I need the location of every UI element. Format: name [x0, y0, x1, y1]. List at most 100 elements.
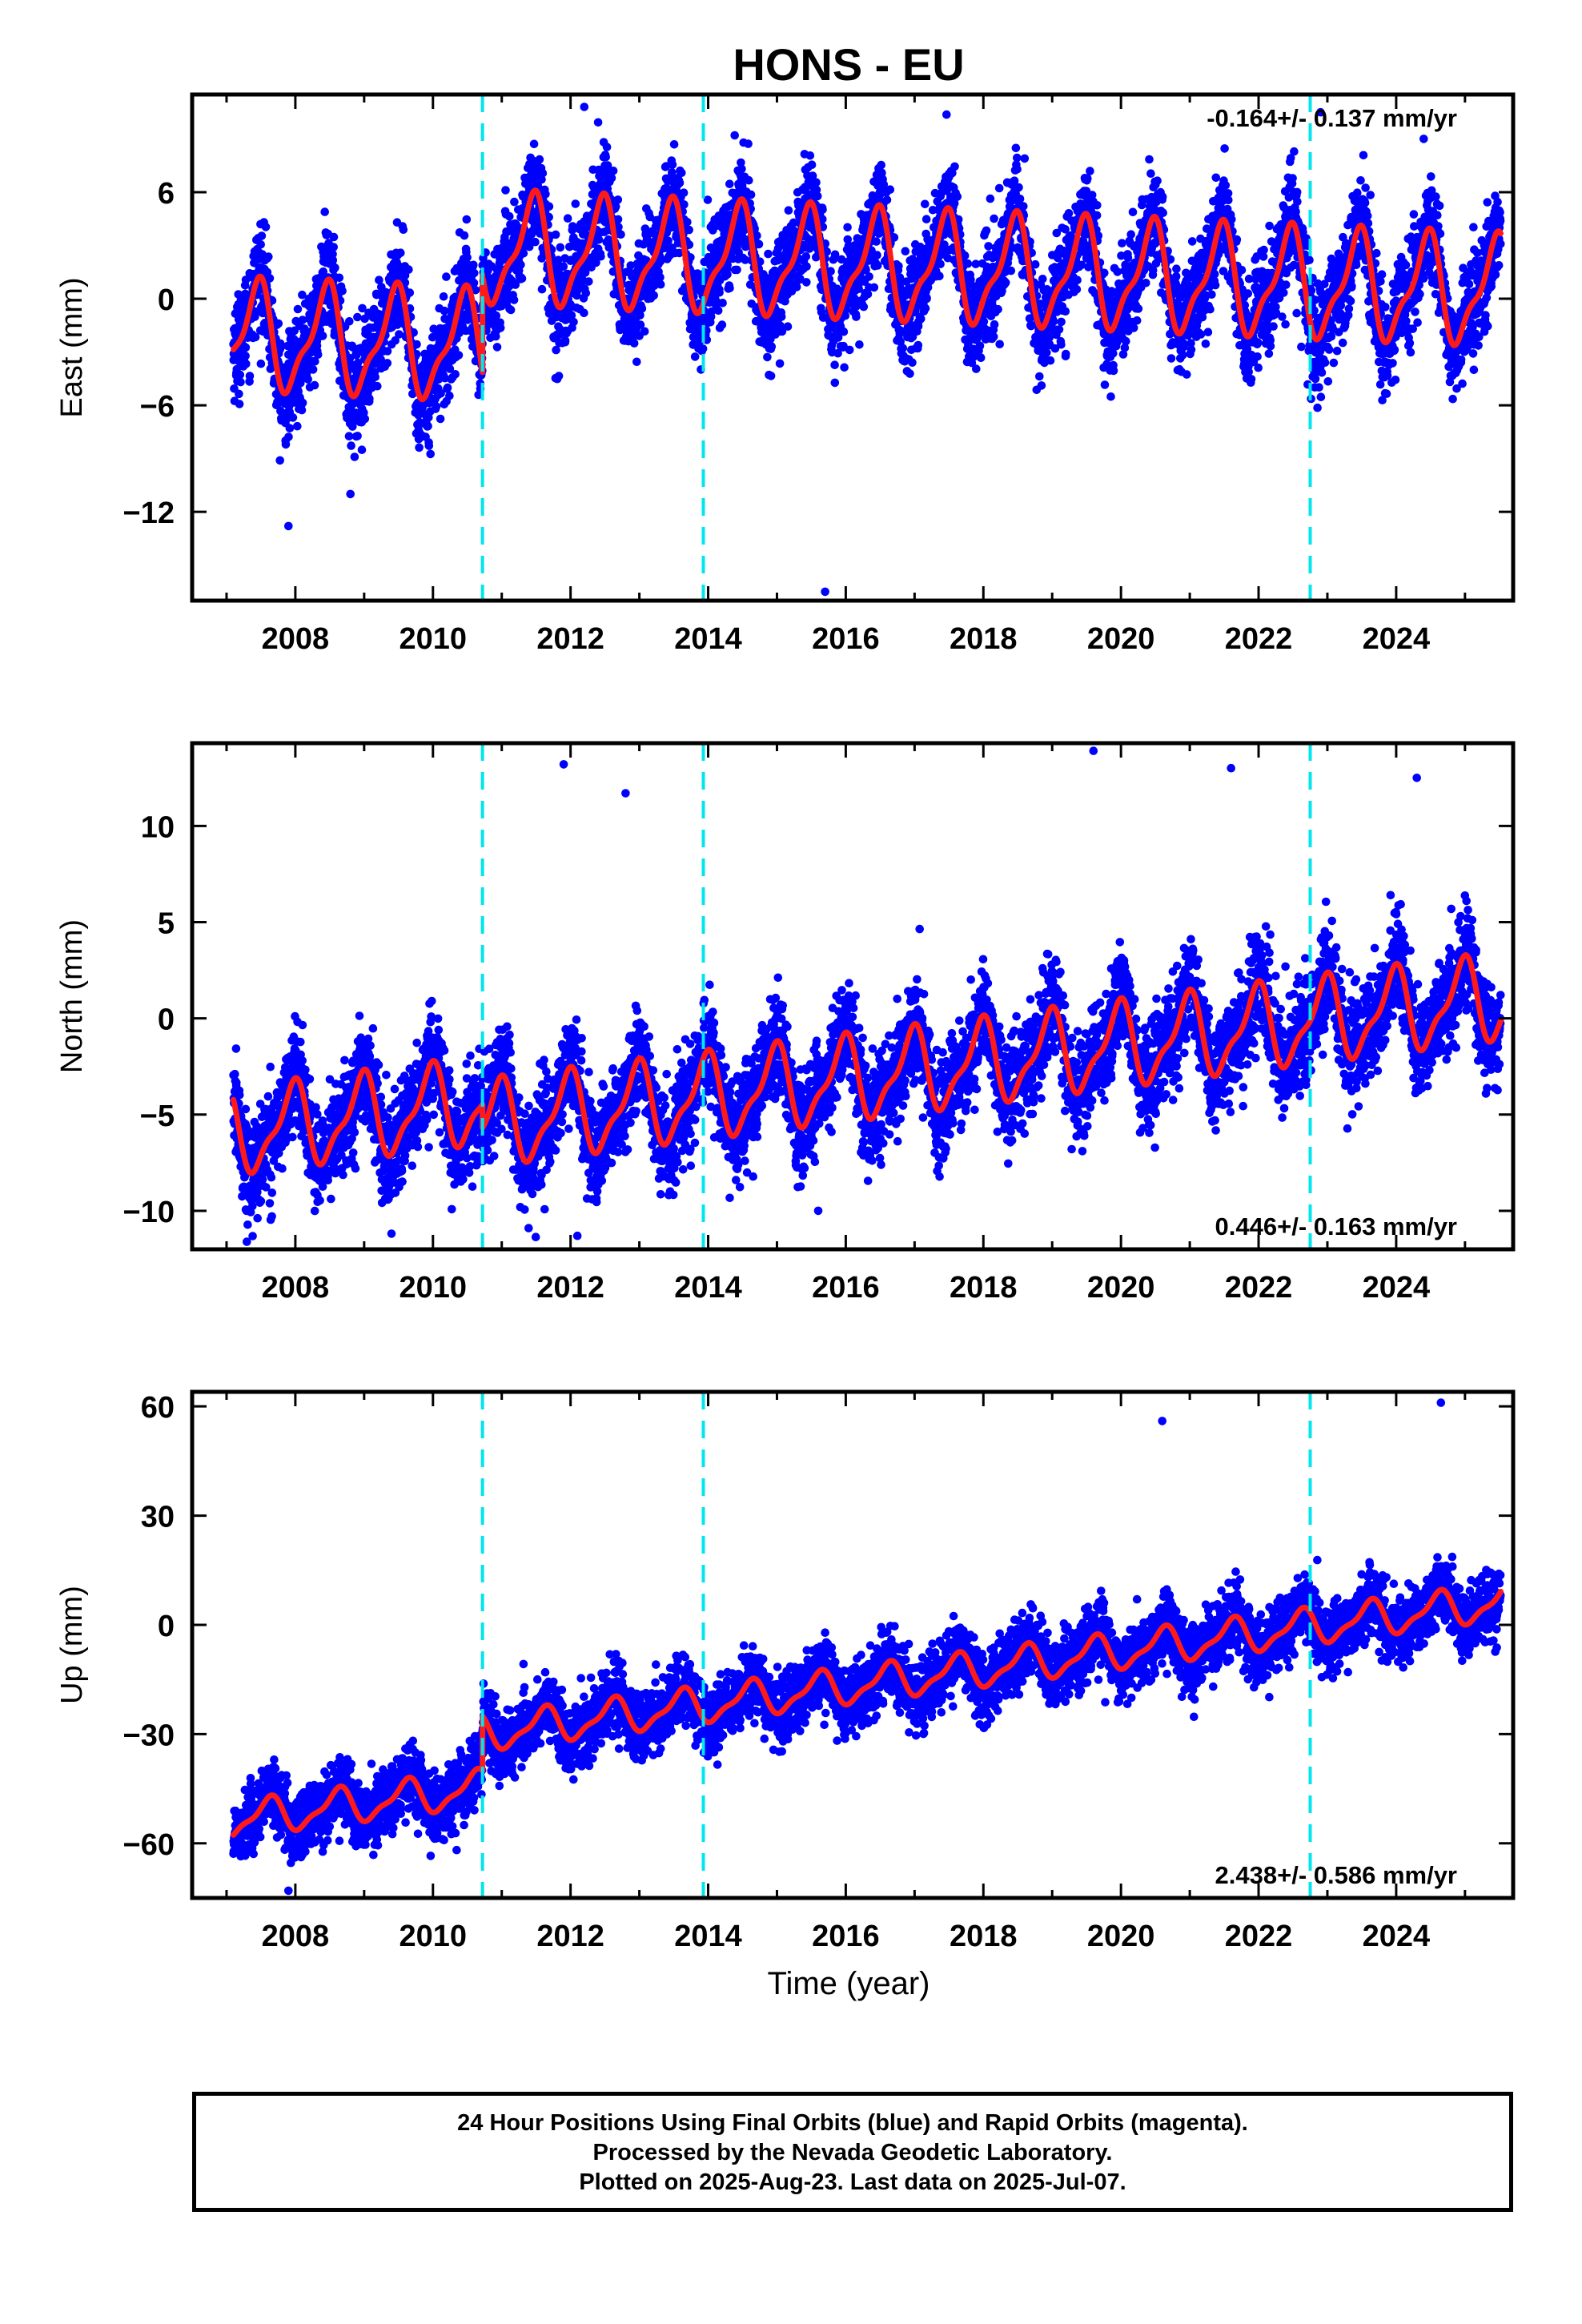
data-point	[802, 278, 811, 287]
data-point	[331, 263, 339, 272]
data-point	[855, 340, 864, 349]
data-point	[335, 273, 344, 283]
data-points	[229, 103, 1505, 597]
data-point	[1015, 195, 1025, 203]
data-point	[677, 168, 686, 178]
data-point	[412, 340, 421, 349]
data-point	[554, 372, 564, 380]
data-point	[1035, 372, 1044, 381]
data-point	[353, 358, 363, 368]
data-point	[357, 445, 367, 454]
data-point	[616, 230, 625, 239]
data-point	[360, 414, 370, 424]
data-point	[241, 352, 250, 360]
data-point	[1123, 253, 1133, 263]
data-point	[569, 317, 578, 327]
data-point	[596, 251, 605, 261]
data-point	[669, 140, 679, 149]
data-point	[501, 186, 510, 195]
data-point	[737, 164, 746, 174]
data-point	[245, 372, 255, 380]
data-point	[826, 267, 835, 276]
data-point	[424, 441, 434, 450]
data-point	[763, 352, 772, 362]
data-point	[463, 253, 472, 262]
data-point	[990, 214, 998, 223]
data-point	[698, 344, 708, 353]
data-point	[373, 381, 382, 391]
data-point	[807, 160, 817, 169]
data-point	[298, 398, 307, 408]
data-point	[975, 341, 985, 351]
data-point	[1006, 266, 1016, 275]
data-point	[405, 288, 415, 297]
data-point	[608, 167, 618, 175]
data-point	[1129, 324, 1138, 332]
data-point	[1001, 278, 1010, 287]
data-point	[396, 248, 405, 258]
data-point	[767, 342, 777, 352]
data-point	[311, 357, 319, 366]
data-point	[668, 160, 677, 169]
data-point	[744, 139, 753, 148]
data-point	[845, 345, 854, 355]
data-point	[1038, 275, 1047, 283]
data-point	[1158, 192, 1167, 201]
data-point	[656, 279, 665, 289]
data-point	[235, 389, 243, 399]
data-point	[571, 199, 580, 208]
data-point	[559, 262, 568, 271]
data-point	[293, 304, 303, 314]
data-point	[535, 155, 544, 164]
data-point	[989, 332, 998, 341]
data-point	[901, 247, 910, 256]
data-point	[436, 414, 445, 424]
data-point	[775, 359, 785, 368]
data-point	[496, 324, 505, 332]
data-point	[344, 432, 354, 440]
data-point	[725, 283, 734, 293]
data-point	[593, 118, 603, 127]
data-point	[972, 364, 981, 373]
data-point	[1106, 392, 1115, 401]
data-point	[1057, 317, 1066, 327]
data-point	[529, 139, 539, 149]
data-point	[1093, 200, 1102, 210]
data-point	[783, 322, 793, 332]
data-point	[303, 375, 313, 384]
data-point	[754, 239, 764, 249]
data-point	[242, 360, 251, 368]
data-point	[505, 211, 514, 221]
data-point	[1134, 304, 1143, 313]
data-point	[963, 259, 973, 268]
data-point	[345, 317, 354, 326]
data-point	[986, 194, 995, 203]
data-point	[685, 225, 693, 235]
data-point	[1014, 183, 1023, 192]
data-point	[415, 443, 424, 452]
data-point	[469, 260, 478, 270]
data-point	[894, 262, 903, 271]
data-point	[274, 319, 283, 328]
data-point	[745, 175, 753, 185]
data-point	[1100, 268, 1109, 278]
data-point	[680, 200, 689, 209]
data-point	[556, 243, 565, 252]
data-point	[976, 353, 986, 363]
data-point	[544, 202, 554, 211]
data-point	[510, 197, 519, 207]
data-point	[813, 191, 822, 201]
data-point	[329, 243, 339, 251]
data-point	[872, 237, 881, 246]
data-point	[922, 294, 931, 304]
data-point	[1037, 381, 1046, 390]
data-point	[293, 421, 302, 431]
data-point	[399, 225, 408, 235]
data-point	[690, 352, 700, 361]
data-point	[347, 441, 355, 450]
data-point	[445, 391, 454, 400]
data-point	[602, 143, 612, 151]
data-point	[921, 304, 930, 313]
data-point	[256, 359, 266, 368]
data-point	[649, 291, 658, 300]
